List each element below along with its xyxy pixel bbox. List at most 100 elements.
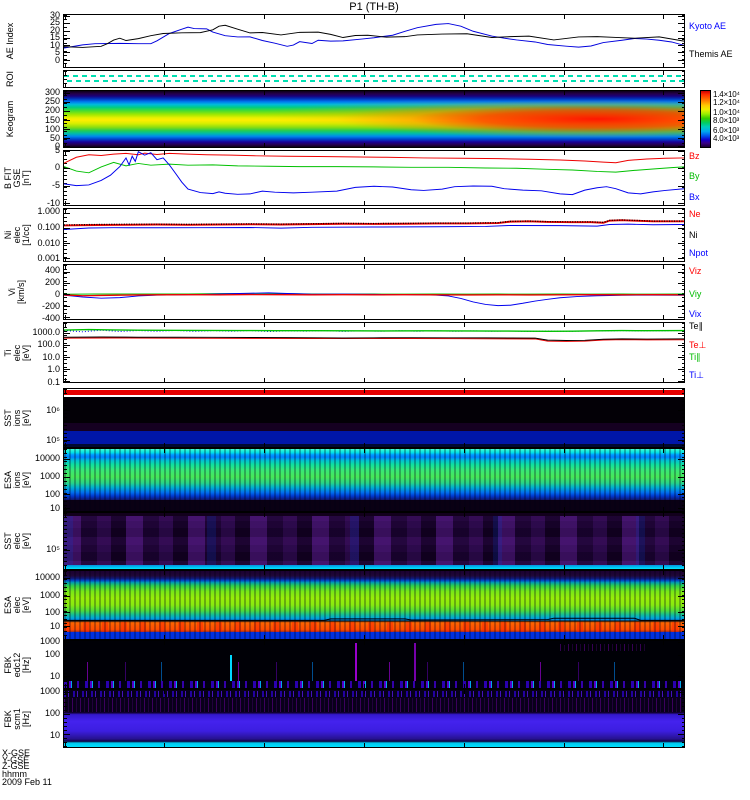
- y-major-tick: [64, 271, 70, 273]
- fbk-edc12-band-1: [64, 681, 684, 688]
- roi-band-0: [64, 75, 684, 77]
- x-tick-mark: [164, 15, 166, 19]
- y-tick-label: 100: [44, 648, 60, 659]
- x-tick-mark: [662, 15, 664, 19]
- y-major-tick: [678, 578, 684, 580]
- x-tick-mark: [662, 513, 664, 517]
- legend-Bz: Bz: [689, 151, 700, 161]
- x-tick-mark: [364, 635, 366, 639]
- y-tick-label: 20: [49, 24, 60, 35]
- x-tick-mark: [563, 323, 565, 327]
- y-tick-label: 100: [44, 488, 60, 499]
- page-title: P1 (TH-B): [349, 1, 399, 13]
- y-tick-label: 100: [44, 708, 60, 719]
- x-tick-mark: [364, 257, 366, 261]
- y-major-tick: [64, 317, 70, 319]
- x-tick-mark: [164, 83, 166, 87]
- x-tick-mark: [364, 83, 366, 87]
- y-major-tick: [678, 713, 684, 715]
- fbk-edc12-band-4: [414, 642, 417, 682]
- y-tick-label: 10: [49, 621, 60, 632]
- series-Ti-par: [64, 328, 684, 332]
- y-major-tick: [678, 138, 684, 140]
- y-tick-label: 100: [44, 606, 60, 617]
- y-minor-ticks-right: [682, 641, 684, 688]
- x-tick-mark: [65, 209, 67, 213]
- y-major-tick: [64, 294, 70, 296]
- y-major-tick: [678, 611, 684, 613]
- x-tick-mark: [164, 151, 166, 155]
- x-tick-mark: [164, 389, 166, 393]
- x-tick-mark: [662, 83, 664, 87]
- x-tick-mark: [364, 641, 366, 645]
- y-major-tick: [64, 283, 70, 285]
- y-major-tick: [64, 129, 70, 131]
- y-tick-label: 100: [44, 123, 60, 134]
- y-tick-label: 1000.0: [32, 326, 60, 337]
- x-tick-mark: [65, 143, 67, 147]
- x-tick-mark: [662, 91, 664, 95]
- x-tick-mark: [264, 15, 266, 19]
- y-tick-label: 0.100: [37, 221, 60, 232]
- y-minor-ticks-right: [682, 571, 684, 639]
- panel-label-sst-ions: [eV]: [21, 409, 31, 427]
- x-tick-mark: [264, 641, 266, 645]
- x-tick-mark: [264, 690, 266, 694]
- x-tick-mark: [264, 389, 266, 393]
- y-major-tick: [678, 120, 684, 122]
- y-tick-label: 1.000: [37, 206, 60, 217]
- x-tick-mark: [563, 565, 565, 569]
- x-tick-mark: [463, 15, 465, 19]
- y-major-tick: [64, 151, 70, 152]
- x-tick-mark: [164, 571, 166, 575]
- x-tick-mark: [264, 449, 266, 453]
- panel-label-keogram: Keogram: [5, 100, 15, 138]
- x-tick-mark: [364, 449, 366, 453]
- x-tick-mark: [264, 378, 266, 382]
- panel-ae-index: [63, 14, 685, 68]
- fbk-scm1-band-0: [64, 691, 684, 697]
- y-tick-label: 10.0: [42, 351, 60, 362]
- x-tick-mark: [662, 257, 664, 261]
- x-tick-mark: [65, 513, 67, 517]
- x-tick-mark: [65, 378, 67, 382]
- y-minor-ticks-right: [682, 389, 684, 447]
- x-tick-mark: [662, 743, 664, 747]
- legend-Bx: Bx: [689, 192, 700, 202]
- x-tick-mark: [164, 315, 166, 319]
- y-major-tick: [678, 45, 684, 47]
- x-tick-mark: [264, 513, 266, 517]
- legend-ThemisAE: Themis AE: [689, 49, 733, 59]
- y-major-tick: [64, 212, 70, 214]
- x-tick-mark: [264, 151, 266, 155]
- x-tick-mark: [364, 389, 366, 393]
- x-tick-mark: [364, 378, 366, 382]
- x-tick-mark: [164, 743, 166, 747]
- y-tick-label: 10⁵: [46, 544, 60, 555]
- sst-elec-band-0: [64, 513, 684, 517]
- panel-fbk-scm1: [63, 689, 685, 748]
- x-tick-mark: [364, 323, 366, 327]
- panel-label-fbk-scm1: [Hz]: [21, 710, 31, 727]
- y-major-tick: [64, 16, 70, 18]
- x-tick-mark: [662, 143, 664, 147]
- x-tick-mark: [463, 209, 465, 213]
- series-Bx: [64, 151, 684, 196]
- x-tick-mark: [164, 209, 166, 213]
- y-tick-label: 1.0: [47, 364, 60, 375]
- panel-label-sst-elec: [eV]: [21, 532, 31, 550]
- panel-esa-elec: [63, 570, 685, 640]
- x-tick-mark: [164, 513, 166, 517]
- x-tick-mark: [65, 690, 67, 694]
- y-minor-ticks-right: [682, 151, 684, 205]
- y-major-tick: [678, 294, 684, 296]
- panel-sst-elec: [63, 512, 685, 570]
- y-tick-label: 1000: [39, 635, 60, 646]
- y-major-tick: [64, 675, 70, 677]
- x-tick-mark: [463, 91, 465, 95]
- series-Te-perp: [64, 337, 684, 342]
- y-tick-label: 300: [44, 86, 60, 97]
- series-Npot: [64, 223, 684, 230]
- x-tick-mark: [364, 743, 366, 747]
